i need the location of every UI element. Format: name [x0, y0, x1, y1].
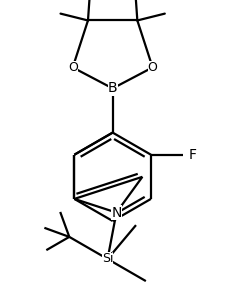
Text: O: O: [68, 61, 78, 74]
Text: N: N: [111, 206, 122, 220]
Text: O: O: [148, 61, 157, 74]
Text: Si: Si: [102, 253, 113, 265]
Text: B: B: [108, 81, 117, 95]
Text: F: F: [189, 148, 197, 162]
